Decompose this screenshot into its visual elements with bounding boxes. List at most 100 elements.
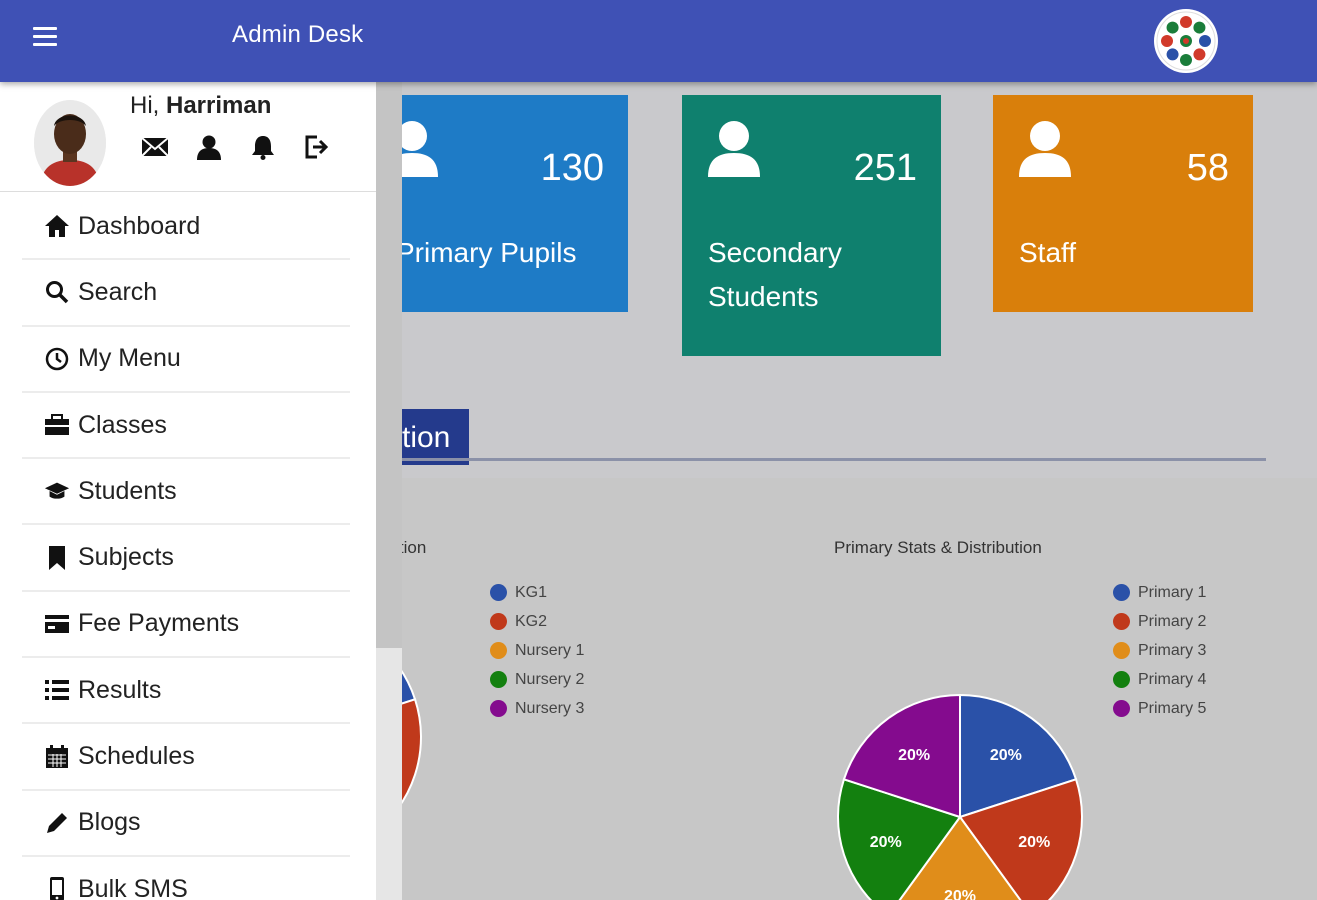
nav-item-dashboard[interactable]: Dashboard (22, 194, 350, 261)
card-label: Primary Pupils (396, 237, 577, 268)
card-count: 251 (853, 147, 917, 189)
nav-item-label: Dashboard (78, 211, 201, 240)
clock-icon (44, 346, 70, 372)
legend-swatch (490, 671, 507, 688)
logo-dot (1161, 35, 1173, 47)
pencil-icon (44, 810, 70, 836)
nav-item-search[interactable]: Search (22, 260, 350, 327)
legend-entry[interactable]: KG1 (490, 578, 584, 607)
nav-item-label: Search (78, 277, 158, 306)
legend-entry[interactable]: Primary 3 (1113, 636, 1206, 665)
legend-entry[interactable]: Nursery 2 (490, 665, 584, 694)
legend-swatch (490, 584, 507, 601)
drawer-scrollbar[interactable] (376, 82, 402, 900)
legend-entry[interactable]: Nursery 1 (490, 636, 584, 665)
nav-item-bulk-sms[interactable]: Bulk SMS (22, 857, 350, 900)
person-icon (708, 121, 760, 177)
legend-swatch (1113, 584, 1130, 601)
nav-menu: Dashboard Search My Menu Classes Student… (22, 194, 350, 900)
pie-slice[interactable] (958, 778, 1083, 900)
nav-item-label: My Menu (78, 344, 181, 373)
logo-dot (1180, 16, 1192, 28)
legend-label: Nursery 3 (515, 699, 585, 717)
legend-label: Primary 5 (1138, 699, 1207, 717)
nav-item-blogs[interactable]: Blogs (22, 791, 350, 857)
avatar[interactable] (34, 100, 106, 186)
logo-dot (1193, 48, 1206, 61)
nav-item-label: Blogs (78, 808, 141, 837)
nav-item-label: Subjects (78, 543, 174, 572)
nav-item-subjects[interactable]: Subjects (22, 525, 350, 592)
nav-item-results[interactable]: Results (22, 658, 350, 725)
legend-entry[interactable]: Primary 4 (1113, 665, 1206, 694)
home-icon (44, 213, 70, 239)
slice-label: 20% (944, 888, 976, 900)
nav-item-students[interactable]: Students (22, 459, 350, 526)
card-count: 130 (540, 147, 604, 189)
top-app-bar: Admin Desk (0, 0, 1317, 82)
logo-dot (1166, 21, 1179, 34)
nav-item-label: Fee Payments (78, 609, 240, 638)
legend-label: KG2 (515, 612, 548, 630)
logo-dot (1180, 54, 1192, 66)
primary-pie-chart: 20% 20% 20% 20% 20% (837, 693, 1083, 900)
legend-swatch (1113, 671, 1130, 688)
bell-icon[interactable] (248, 132, 278, 162)
logo-dot (1193, 21, 1206, 34)
legend-entry[interactable]: Primary 5 (1113, 694, 1206, 723)
logo-dot (1166, 48, 1179, 61)
slice-label: 20% (990, 747, 1022, 764)
logout-icon[interactable] (302, 132, 332, 162)
legend-label: Primary 3 (1138, 641, 1207, 659)
legend-label: Nursery 1 (515, 641, 585, 659)
legend-swatch (1113, 613, 1130, 630)
scrollbar-thumb[interactable] (376, 82, 402, 648)
card-label: Staff (1019, 237, 1077, 268)
nav-item-fee-payments[interactable]: Fee Payments (22, 592, 350, 659)
pie-slice[interactable] (959, 693, 1078, 819)
card-primary-pupils[interactable]: 130 Primary Pupils (360, 95, 628, 312)
pie-slice[interactable] (842, 693, 961, 819)
nav-item-label: Schedules (78, 742, 195, 771)
pie-slice[interactable] (837, 778, 962, 900)
nav-item-my-menu[interactable]: My Menu (22, 327, 350, 393)
nav-item-label: Results (78, 675, 162, 704)
calendar-icon (44, 744, 70, 770)
slice-label: 20% (1018, 834, 1050, 851)
profile-header: Hi, Harriman (0, 82, 376, 192)
legend-entry[interactable]: Primary 2 (1113, 607, 1206, 636)
card-label: Secondary Students (708, 237, 842, 312)
nav-item-classes[interactable]: Classes (22, 393, 350, 460)
legend-swatch (1113, 642, 1130, 659)
credit-card-icon (44, 611, 70, 637)
legend-label: Primary 1 (1138, 583, 1207, 601)
briefcase-icon (44, 412, 70, 438)
school-logo-icon[interactable] (1154, 9, 1218, 73)
nav-item-label: Students (78, 476, 177, 505)
section-divider (380, 458, 1266, 461)
kg-chart-legend: KG1 KG2 Nursery 1 Nursery 2 Nursery 3 (490, 578, 584, 723)
primary-chart-legend: Primary 1 Primary 2 Primary 3 Primary 4 Prim… (1113, 578, 1206, 723)
user-name: Harriman (166, 92, 272, 119)
card-secondary-students[interactable]: 251 Secondary Students (682, 95, 941, 356)
slice-label: 20% (870, 834, 902, 851)
search-icon (44, 279, 70, 305)
user-greeting: Hi, Harriman (130, 92, 272, 119)
legend-entry[interactable]: KG2 (490, 607, 584, 636)
pie-slice[interactable] (888, 815, 1031, 900)
nav-item-label: Bulk SMS (78, 874, 188, 900)
legend-label: Nursery 2 (515, 670, 585, 688)
legend-entry[interactable]: Primary 1 (1113, 578, 1206, 607)
app-title: Admin Desk (232, 21, 364, 48)
mobile-icon (44, 876, 70, 900)
graduation-cap-icon (44, 478, 70, 504)
profile-icon[interactable] (194, 132, 224, 162)
legend-swatch (490, 613, 507, 630)
nav-item-schedules[interactable]: Schedules (22, 724, 350, 791)
card-staff[interactable]: 58 Staff (993, 95, 1253, 312)
chart-title: Primary Stats & Distribution (834, 538, 1042, 557)
hamburger-icon[interactable] (30, 22, 60, 52)
mail-icon[interactable] (140, 132, 170, 162)
legend-entry[interactable]: Nursery 3 (490, 694, 584, 723)
